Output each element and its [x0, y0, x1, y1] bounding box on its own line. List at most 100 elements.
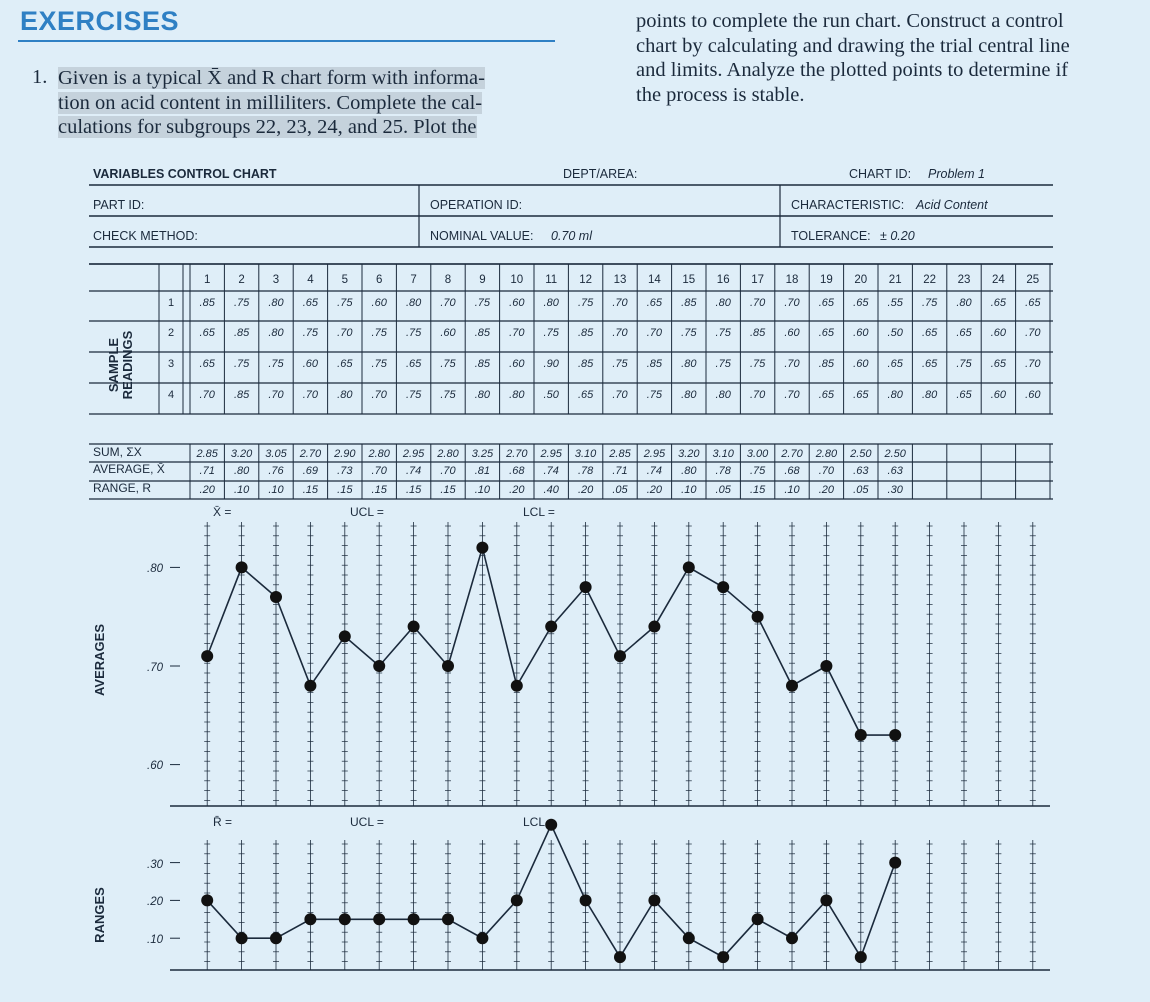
- avg-tick-80: .80: [147, 563, 164, 575]
- reading-value: .75: [716, 327, 732, 339]
- average-value: .71: [200, 465, 215, 477]
- row-label-1: 1: [168, 297, 174, 309]
- averages-point: [235, 561, 248, 574]
- reading-value: .70: [750, 297, 766, 309]
- chart-id-value: Problem 1: [928, 167, 985, 181]
- reading-value: .85: [647, 358, 663, 370]
- range-value: .20: [578, 484, 594, 496]
- sum-value: 2.80: [436, 448, 459, 460]
- reading-value: .70: [750, 389, 766, 401]
- sum-value: 2.70: [505, 448, 528, 460]
- reading-value: .65: [991, 358, 1007, 370]
- reading-value: .70: [784, 297, 800, 309]
- reading-value: .65: [819, 389, 835, 401]
- range-value: .20: [200, 484, 216, 496]
- reading-value: .60: [509, 358, 525, 370]
- subgroup-number: 21: [889, 274, 902, 286]
- reading-value: .80: [337, 389, 353, 401]
- reading-value: .70: [337, 327, 353, 339]
- tolerance-label: TOLERANCE:: [791, 229, 871, 243]
- average-value: .76: [268, 465, 284, 477]
- subgroup-number: 23: [958, 274, 971, 286]
- reading-value: .70: [303, 389, 319, 401]
- reading-value: .65: [956, 389, 972, 401]
- ranges-point: [786, 932, 798, 945]
- reading-value: .75: [234, 358, 250, 370]
- ranges-point: [235, 932, 248, 945]
- averages-point: [648, 620, 661, 633]
- subgroup-number: 4: [307, 274, 314, 286]
- ranges-point: [545, 818, 558, 831]
- reading-value: .75: [234, 297, 250, 309]
- form-title: VARIABLES CONTROL CHART: [93, 167, 277, 181]
- reading-value: .75: [578, 297, 594, 309]
- sum-value: 2.90: [333, 448, 356, 460]
- reading-value: .60: [509, 297, 525, 309]
- reading-value: .60: [853, 358, 869, 370]
- reading-value: .75: [337, 297, 353, 309]
- subgroup-number: 22: [923, 274, 936, 286]
- averages-point: [889, 729, 902, 742]
- reading-value: .70: [440, 297, 456, 309]
- reading-value: .65: [853, 297, 869, 309]
- reading-value: .65: [853, 389, 869, 401]
- ranges-point: [373, 913, 386, 926]
- reading-value: .65: [888, 358, 904, 370]
- reading-value: .80: [716, 389, 732, 401]
- reading-value: .50: [544, 389, 560, 401]
- reading-value: .80: [509, 389, 525, 401]
- average-value: .80: [681, 465, 697, 477]
- range-value: .15: [303, 484, 319, 496]
- reading-value: .65: [406, 358, 422, 370]
- averages-point: [854, 729, 867, 742]
- sum-value: 3.00: [747, 448, 769, 460]
- reading-value: .75: [475, 297, 491, 309]
- range-value: .15: [337, 484, 353, 496]
- problem-line-7: the process is stable.: [636, 83, 805, 106]
- reading-value: .75: [440, 358, 456, 370]
- reading-value: .85: [681, 297, 697, 309]
- part-id-label: PART ID:: [93, 198, 144, 212]
- subgroup-number: 12: [579, 274, 592, 286]
- average-value: .78: [716, 465, 732, 477]
- subgroup-number: 8: [445, 274, 451, 286]
- nominal-value: 0.70 ml: [551, 229, 593, 243]
- average-value: .74: [647, 465, 662, 477]
- reading-value: .50: [888, 327, 904, 339]
- range-value: .15: [406, 484, 422, 496]
- reading-value: .85: [578, 358, 594, 370]
- range-value: .40: [544, 484, 560, 496]
- reading-value: .80: [956, 297, 972, 309]
- average-value: .80: [234, 465, 250, 477]
- reading-value: .85: [200, 297, 216, 309]
- averages-point: [270, 590, 282, 603]
- row-label-2: 2: [168, 327, 174, 339]
- average-value: .63: [853, 465, 869, 477]
- reading-value: .80: [544, 297, 560, 309]
- problem-line-4: points to complete the run chart. Constr…: [636, 10, 1064, 32]
- average-value: .75: [750, 465, 766, 477]
- reading-value: .65: [922, 358, 938, 370]
- average-value: .63: [888, 465, 904, 477]
- xbar-label: X̄ =: [213, 505, 231, 519]
- section-heading: EXERCISES: [20, 6, 180, 36]
- reading-value: .65: [991, 297, 1007, 309]
- reading-value: .75: [956, 358, 972, 370]
- subgroup-number: 20: [854, 274, 867, 286]
- reading-value: .85: [475, 327, 491, 339]
- ranges-point: [579, 894, 592, 907]
- reading-value: .70: [372, 389, 388, 401]
- range-value: .05: [853, 484, 869, 496]
- reading-value: .65: [578, 389, 594, 401]
- average-value: .71: [612, 465, 627, 477]
- sum-value: 2.50: [883, 448, 906, 460]
- reading-value: .60: [440, 327, 456, 339]
- dept-area-label: DEPT/AREA:: [563, 167, 637, 181]
- reading-value: .60: [991, 389, 1007, 401]
- subgroup-number: 14: [648, 274, 661, 286]
- reading-value: .80: [268, 297, 284, 309]
- averages-point: [201, 650, 214, 663]
- reading-value: .75: [544, 327, 560, 339]
- ranges-ucl-label: UCL =: [350, 815, 384, 829]
- form-header: VARIABLES CONTROL CHART DEPT/AREA: CHART…: [89, 167, 1053, 946]
